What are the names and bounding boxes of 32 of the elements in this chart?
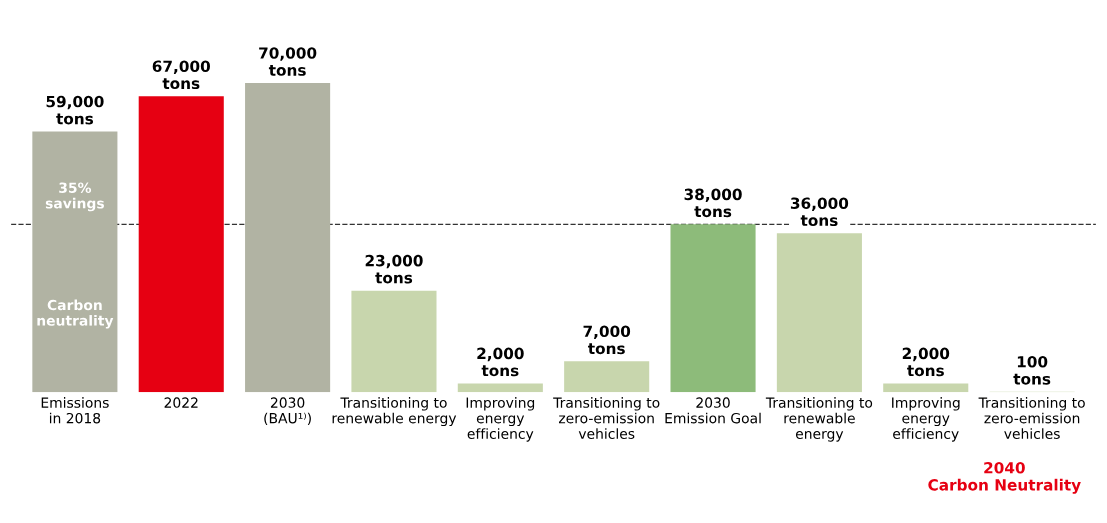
x-tick-label: 2030 (BAU¹⁾) [264, 397, 311, 426]
x-tick-label: Transitioning to renewable energy [332, 397, 457, 427]
annotation: 35% savings [45, 182, 104, 212]
data-label: 100 tons [1013, 356, 1051, 385]
bar [670, 224, 756, 393]
x-tick-label: Emissions in 2018 [41, 397, 109, 424]
bar [457, 383, 543, 393]
x-tick-label: 2022 [164, 397, 198, 408]
x-tick-label: 2030 Emission Goal [665, 397, 761, 424]
data-label: 59,000 tons [46, 95, 104, 125]
data-label: 2,000 tons [477, 347, 524, 377]
x-tick-label: Improving energy efficiency [466, 397, 535, 442]
x-tick-label: Transitioning to zero-emission vehicles [553, 397, 660, 439]
bar [776, 233, 862, 393]
data-label: 23,000 tons [365, 254, 423, 284]
bar [351, 290, 437, 393]
x-tick-label: Transitioning to renewable energy [765, 397, 873, 442]
data-label: 2,000 tons [902, 347, 950, 377]
data-label: 70,000 tons [259, 47, 317, 76]
data-label: 36,000 tons [790, 197, 849, 227]
text: 2040 Carbon Neutrality [928, 461, 1081, 494]
bar [32, 131, 118, 393]
bar [564, 361, 650, 393]
data-label: 38,000 tons [684, 188, 742, 218]
x-tick-label: Transitioning to zero-emission vehicles [978, 397, 1085, 439]
data-label: 7,000 tons [583, 325, 631, 355]
annotation: Carbon neutrality [37, 299, 114, 329]
bar [138, 96, 224, 393]
x-tick-label: Improving energy efficiency [892, 397, 960, 442]
bar [245, 83, 331, 393]
data-label: 67,000 tons [152, 60, 210, 90]
bar [883, 383, 969, 393]
